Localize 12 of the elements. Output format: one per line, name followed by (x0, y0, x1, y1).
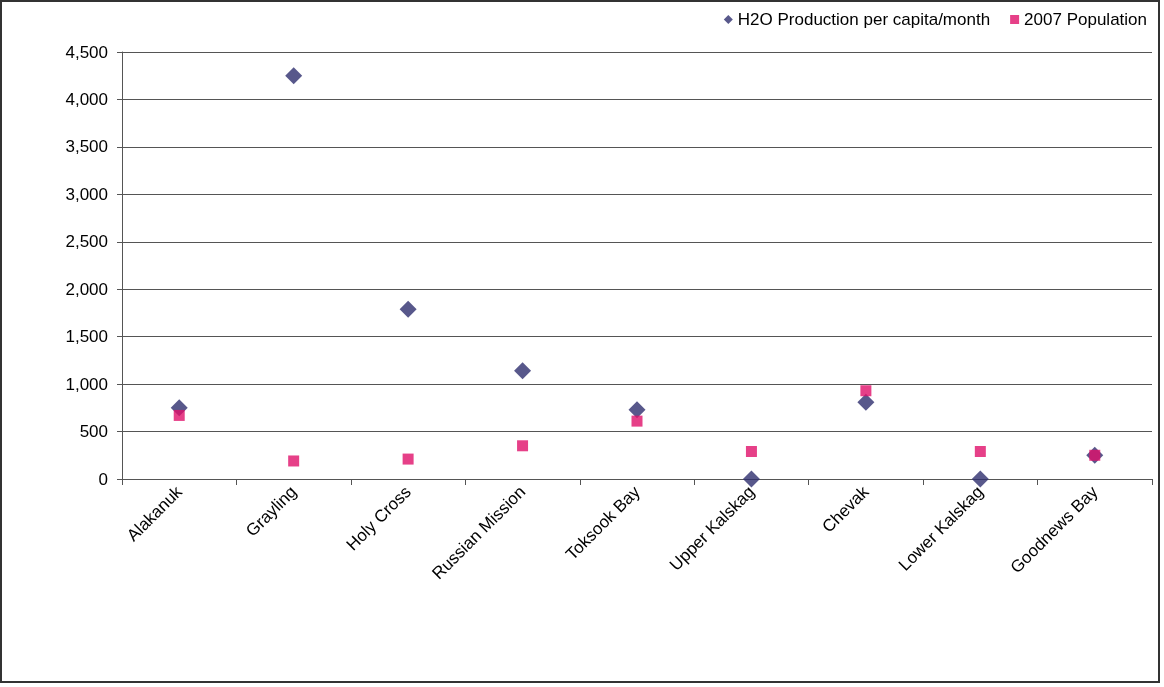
y-tick-label: 2,000 (65, 279, 108, 299)
legend-label: H2O Production per capita/month (737, 10, 991, 29)
y-tick-label: 3,000 (65, 184, 108, 204)
y-tick-label: 1,000 (65, 374, 108, 394)
y-tick-label: 4,000 (65, 89, 108, 109)
legend-label: 2007 Population (1024, 10, 1148, 29)
y-tick-label: 2,500 (65, 232, 108, 252)
y-tick-label: 1,500 (65, 327, 108, 347)
y-tick-label: 500 (79, 422, 108, 442)
y-tick-label: 4,500 (65, 42, 108, 62)
y-tick-label: 3,500 (65, 137, 108, 157)
y-tick-label: 0 (98, 469, 108, 489)
